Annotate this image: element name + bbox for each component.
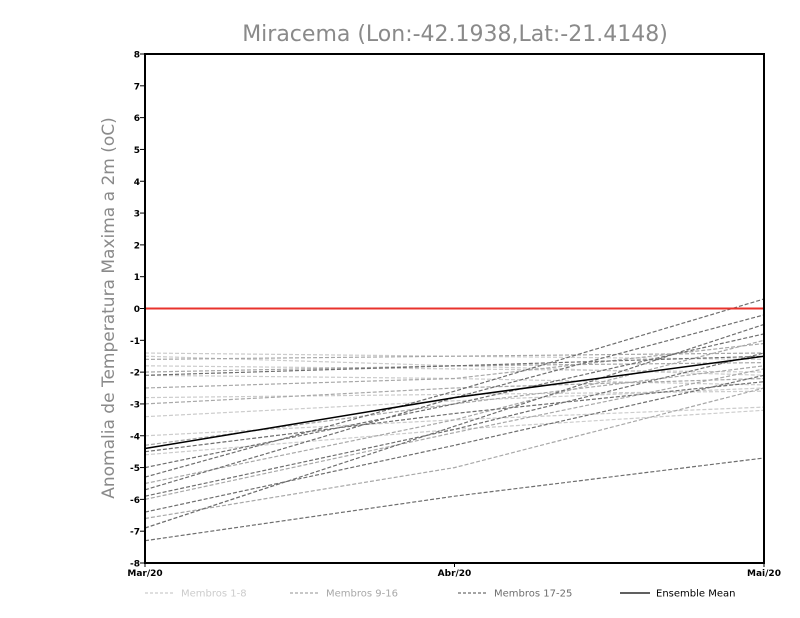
member-series-line	[144, 365, 765, 373]
y-tick-label: -6	[130, 496, 140, 506]
y-tick-label: 2	[134, 241, 140, 251]
y-axis-label: Anomalia de Temperatura Maxima a 2m (oC)	[99, 117, 119, 499]
member-series-line	[144, 339, 765, 485]
y-tick-label: -2	[130, 369, 140, 379]
member-series-line	[144, 342, 765, 389]
legend-label: Membros 9-16	[326, 589, 398, 600]
member-series-line	[144, 368, 765, 500]
member-series-line	[144, 377, 765, 405]
y-tick-label: 7	[134, 82, 140, 92]
x-tick-label: Abr/20	[438, 569, 472, 579]
member-series-line	[144, 362, 765, 373]
member-series-line	[144, 387, 765, 520]
x-tick-label: Mar/20	[127, 569, 162, 579]
x-tick-label: Mai/20	[747, 569, 781, 579]
y-tick-label: 0	[134, 305, 140, 315]
legend-label: Membros 17-25	[494, 589, 572, 600]
y-tick-label: -4	[130, 432, 140, 442]
legend-label: Membros 1-8	[181, 589, 247, 600]
member-series-line	[144, 314, 765, 491]
member-series-line	[144, 352, 765, 497]
y-tick-label: -8	[130, 560, 140, 570]
y-tick-label: -1	[130, 337, 140, 347]
member-series-line	[144, 457, 765, 542]
y-tick-label: 6	[134, 114, 140, 124]
y-tick-label: -5	[130, 464, 140, 474]
y-tick-label: -7	[130, 528, 140, 538]
y-tick-label: 8	[134, 51, 140, 61]
y-tick-label: 5	[134, 146, 140, 156]
y-tick-label: 3	[134, 210, 140, 220]
y-tick-label: -3	[130, 400, 140, 410]
ensemble-mean-line	[144, 355, 765, 450]
chart-title: Miracema (Lon:-42.1938,Lat:-21.4148)	[242, 22, 668, 47]
member-series-line	[144, 352, 765, 360]
member-series-line	[144, 390, 765, 399]
member-series-line	[144, 381, 765, 453]
y-tick-label: 4	[134, 178, 140, 188]
y-tick-label: 1	[134, 273, 140, 283]
legend-label: Ensemble Mean	[656, 589, 735, 600]
member-series-line	[144, 333, 765, 469]
member-series-line	[144, 323, 765, 529]
member-series-line	[144, 355, 765, 376]
member-series-line	[144, 374, 765, 513]
member-series-line	[144, 298, 765, 478]
